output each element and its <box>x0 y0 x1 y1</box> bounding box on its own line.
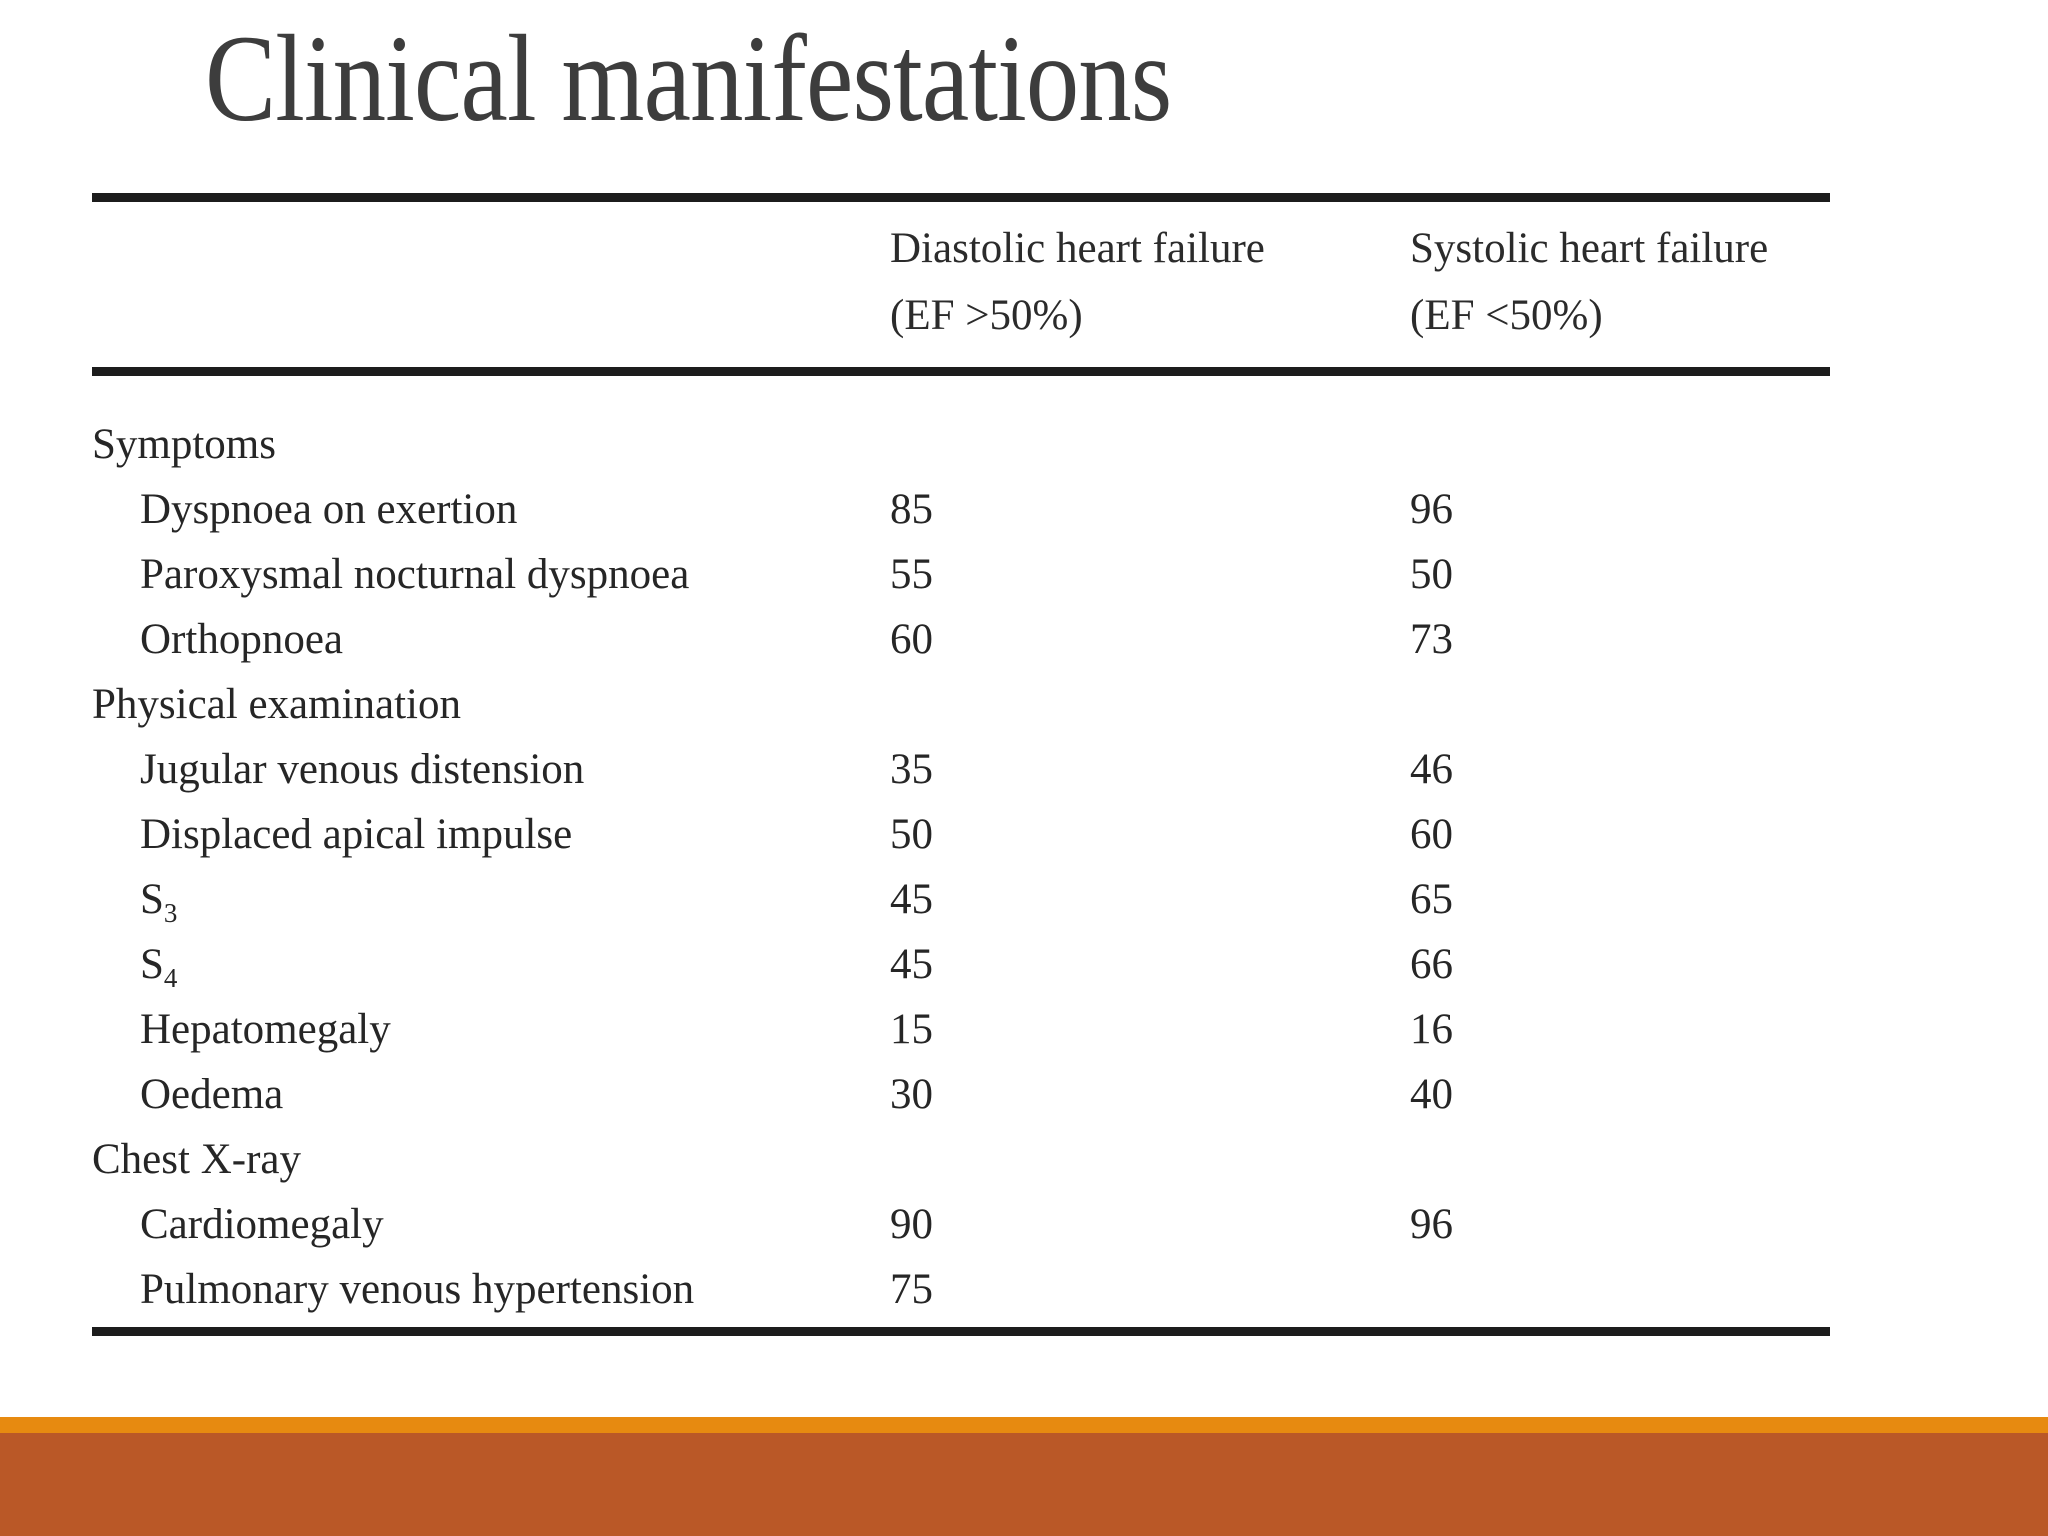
systolic-value <box>1410 1257 1830 1322</box>
table-row: Pulmonary venous hypertension 75 <box>92 1257 1830 1322</box>
section-header-label: Symptoms <box>92 421 276 468</box>
systolic-value <box>1410 672 1830 737</box>
diastolic-value: 30 <box>890 1071 933 1118</box>
systolic-value: 96 <box>1410 1201 1453 1248</box>
table-row: Jugular venous distension 35 46 <box>92 737 1830 802</box>
section-header-row: Symptoms <box>92 412 1830 477</box>
table-row: S3 45 65 <box>92 867 1830 932</box>
table-header-rule <box>92 367 1830 376</box>
section-header-row: Chest X-ray <box>92 1127 1830 1192</box>
header-diastolic-line2: (EF >50%) <box>890 292 1083 339</box>
footer-bar <box>0 1433 2048 1536</box>
systolic-value: 16 <box>1410 1006 1453 1053</box>
systolic-value <box>1410 412 1830 477</box>
diastolic-value: 75 <box>890 1266 933 1313</box>
row-label: Cardiomegaly <box>140 1201 384 1248</box>
row-label: Dyspnoea on exertion <box>140 486 518 533</box>
section-header-row: Physical examination <box>92 672 1830 737</box>
diastolic-value <box>890 1127 1410 1192</box>
diastolic-value <box>890 412 1410 477</box>
table-bottom-rule <box>92 1327 1830 1336</box>
systolic-value: 46 <box>1410 746 1453 793</box>
table-row: Paroxysmal nocturnal dyspnoea 55 50 <box>92 542 1830 607</box>
table-top-rule <box>92 193 1830 202</box>
systolic-value: 96 <box>1410 486 1453 533</box>
row-label: Paroxysmal nocturnal dyspnoea <box>140 551 690 598</box>
table-header-row: Diastolic heart failure (EF >50%) Systol… <box>92 215 1830 349</box>
row-label-subscript: 3 <box>163 898 178 928</box>
footer-accent-stripe <box>0 1417 2048 1433</box>
row-label-subscript: 4 <box>163 963 178 993</box>
diastolic-value <box>890 672 1410 737</box>
section-header-label: Physical examination <box>92 681 462 728</box>
header-diastolic-line1: Diastolic heart failure <box>890 225 1265 272</box>
table-row: Dyspnoea on exertion 85 96 <box>92 477 1830 542</box>
systolic-value <box>1410 1127 1830 1192</box>
systolic-value: 65 <box>1410 876 1453 923</box>
diastolic-value: 45 <box>890 941 933 988</box>
row-label: Pulmonary venous hypertension <box>140 1266 695 1313</box>
header-systolic-line2: (EF <50%) <box>1410 292 1603 339</box>
table-row: Oedema 30 40 <box>92 1062 1830 1127</box>
row-label: Oedema <box>140 1071 284 1118</box>
table-row: Hepatomegaly 15 16 <box>92 997 1830 1062</box>
table-row: Orthopnoea 60 73 <box>92 607 1830 672</box>
systolic-value: 66 <box>1410 941 1453 988</box>
diastolic-value: 90 <box>890 1201 933 1248</box>
systolic-value: 50 <box>1410 551 1453 598</box>
table-row: Cardiomegaly 90 96 <box>92 1192 1830 1257</box>
table-row: Displaced apical impulse 50 60 <box>92 802 1830 867</box>
section-header-label: Chest X-ray <box>92 1136 301 1183</box>
diastolic-value: 15 <box>890 1006 933 1053</box>
table-row: S4 45 66 <box>92 932 1830 997</box>
diastolic-value: 45 <box>890 876 933 923</box>
header-spacer-cell <box>92 215 890 349</box>
table-body: Symptoms Dyspnoea on exertion 85 96 Paroxysm… <box>92 412 1830 1322</box>
row-label: Displaced apical impulse <box>140 811 573 858</box>
header-systolic-line1: Systolic heart failure <box>1410 225 1769 272</box>
diastolic-value: 60 <box>890 616 933 663</box>
systolic-value: 73 <box>1410 616 1453 663</box>
slide-title: Clinical manifestations <box>205 10 1172 147</box>
systolic-value: 60 <box>1410 811 1453 858</box>
diastolic-value: 50 <box>890 811 933 858</box>
systolic-value: 40 <box>1410 1071 1453 1118</box>
diastolic-value: 35 <box>890 746 933 793</box>
header-diastolic-cell: Diastolic heart failure (EF >50%) <box>890 215 1410 349</box>
diastolic-value: 85 <box>890 486 933 533</box>
row-label: S4 <box>140 941 178 993</box>
row-label: Hepatomegaly <box>140 1006 391 1053</box>
row-label: Jugular venous distension <box>140 746 585 793</box>
header-systolic-cell: Systolic heart failure (EF <50%) <box>1410 215 1830 349</box>
row-label: S3 <box>140 876 178 928</box>
row-label: Orthopnoea <box>140 616 343 663</box>
diastolic-value: 55 <box>890 551 933 598</box>
